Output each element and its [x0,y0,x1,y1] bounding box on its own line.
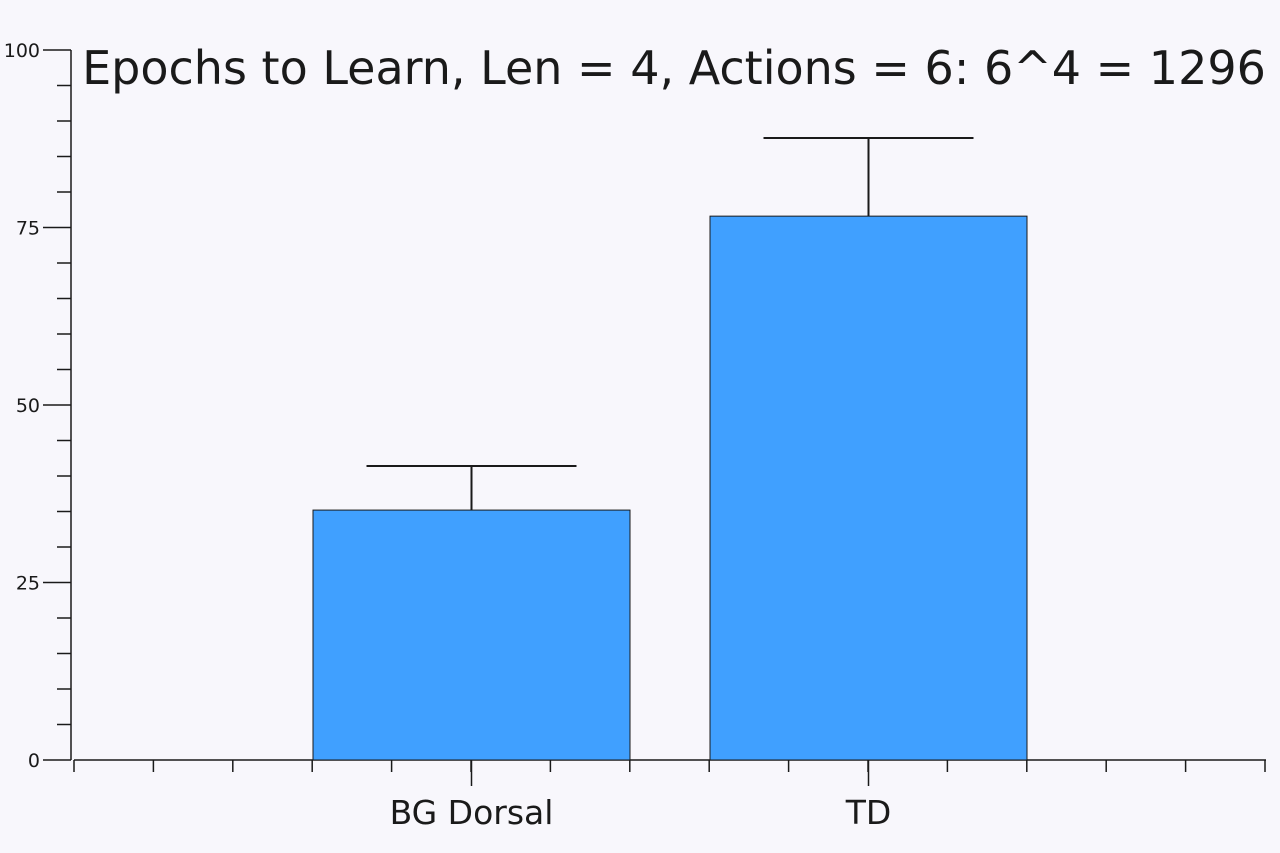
y-tick-label: 25 [16,573,40,595]
chart-title: Epochs to Learn, Len = 4, Actions = 6: 6… [82,41,1266,95]
y-tick-label: 50 [16,395,40,417]
y-axis: 0 25 50 75 100 [4,40,72,772]
y-tick-label: 100 [4,40,40,62]
bar-bg-dorsal [312,509,631,761]
y-tick-label: 0 [28,750,40,772]
bar-td [709,215,1028,761]
y-tick-label: 75 [16,218,40,240]
x-axis: BG Dorsal TD [73,759,1266,832]
bars [312,137,1028,761]
x-category-label: BG Dorsal [390,793,554,832]
x-category-label: TD [845,793,892,832]
